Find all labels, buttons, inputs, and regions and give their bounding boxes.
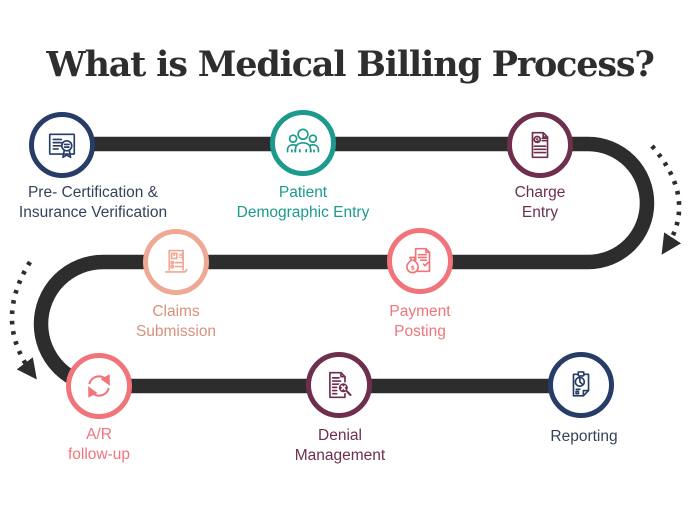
label-line: Pre- Certification & — [27, 184, 159, 201]
step-circle-reporting — [548, 352, 614, 418]
label-line: Claims — [152, 303, 200, 320]
step-circle-pre-certification — [29, 112, 95, 178]
step-circle-charge-entry: $ — [507, 112, 573, 178]
label-line: Posting — [394, 323, 446, 340]
label-line: Entry — [521, 204, 559, 221]
step-label-claims-submission: Claims Submission — [76, 302, 276, 342]
label-line: Reporting — [550, 428, 618, 445]
step-circle-ar-follow-up — [66, 353, 132, 419]
label-line: Charge — [514, 184, 566, 201]
label-line: Submission — [135, 323, 217, 340]
step-label-charge-entry: Charge Entry — [440, 183, 640, 223]
patients-group-icon — [286, 128, 320, 153]
step-label-ar-follow-up: A/R follow-up — [0, 425, 199, 465]
step-label-pre-certification: Pre- Certification & Insurance Verificat… — [0, 183, 193, 223]
money-bag-document-icon: $ — [406, 247, 431, 274]
label-line: Patient — [278, 184, 328, 201]
svg-text:$: $ — [180, 252, 185, 261]
step-circle-denial-management — [306, 352, 372, 418]
label-line: Denial — [318, 427, 362, 444]
step-label-denial-management: Denial Management — [240, 426, 440, 466]
refresh-arrows-icon — [88, 374, 110, 398]
label-line: follow-up — [67, 446, 131, 463]
label-line: Insurance Verification — [18, 204, 168, 221]
clipboard-chart-icon — [572, 371, 590, 397]
invoice-dollar-icon: $ — [531, 131, 549, 159]
dotted-arrow-right-icon — [650, 144, 682, 255]
label-line: Management — [294, 447, 386, 464]
label-line: A/R — [86, 426, 112, 443]
svg-text:$: $ — [411, 265, 415, 272]
label-line: Payment — [389, 303, 451, 320]
step-label-reporting: Reporting — [484, 427, 684, 447]
step-circle-claims-submission: $ — [143, 229, 209, 295]
dotted-arrow-left-icon — [9, 260, 37, 380]
infographic-title: What is Medical Billing Process? — [46, 44, 654, 85]
document-x-magnifier-icon — [329, 371, 352, 399]
step-circle-patient-demographic-entry — [270, 110, 336, 176]
step-circle-payment-posting: $ — [387, 228, 453, 294]
step-label-payment-posting: Payment Posting — [320, 302, 520, 342]
svg-text:$: $ — [535, 137, 539, 143]
flow-path — [33, 136, 655, 394]
label-line: Demographic Entry — [236, 204, 370, 221]
step-label-patient-demographic-entry: Patient Demographic Entry — [203, 183, 403, 223]
certificate-icon — [48, 133, 76, 159]
claim-receipt-icon: $ — [164, 249, 188, 273]
